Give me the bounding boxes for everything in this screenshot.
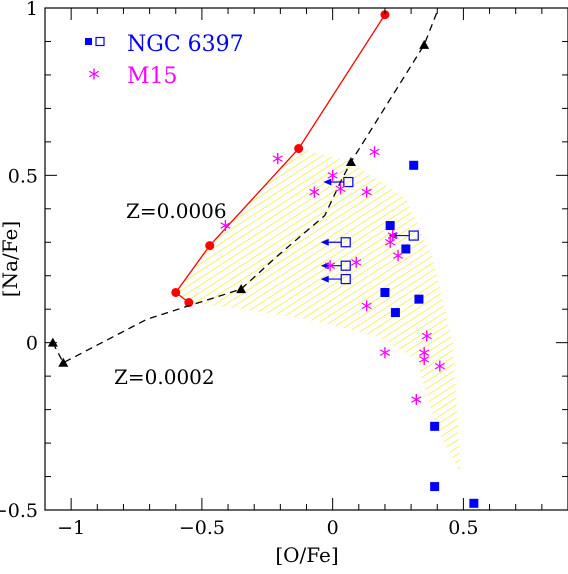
data-points-layer — [220, 146, 479, 508]
ngc6397-point-7 — [430, 482, 440, 492]
x-tick-label: 0 — [327, 517, 339, 539]
ticks-layer — [44, 7, 568, 511]
m15-point-12 — [361, 300, 372, 312]
arrow-head — [320, 275, 329, 283]
m15-point-5 — [369, 146, 380, 158]
m15-point-11 — [324, 260, 336, 272]
shaded-region-layer — [175, 148, 461, 474]
m15-point-9 — [392, 250, 404, 262]
ngc6397-point-6 — [430, 421, 440, 431]
m15-point-8 — [385, 236, 396, 248]
legend-filled-square — [85, 38, 92, 45]
x-tick-label: −0.5 — [179, 517, 225, 539]
legend-open-square — [95, 36, 105, 47]
ngc6397-point-8 — [469, 498, 479, 508]
x-tick-label: −1 — [57, 517, 85, 539]
ngc6397-point-4 — [414, 294, 424, 304]
track-point-red-2 — [205, 241, 215, 251]
legend-label-ngc6397: NGC 6397 — [127, 32, 244, 57]
track-point-triangle-1 — [58, 357, 69, 367]
model-tracks-layer — [47, 10, 438, 367]
ngc6397-point-5 — [390, 308, 400, 318]
m15-point-6 — [220, 220, 231, 232]
arrow-head — [323, 178, 332, 186]
track-point-red-4 — [184, 298, 194, 308]
ngc6397-point-2 — [401, 244, 411, 254]
m15-point-13 — [421, 330, 432, 342]
legend-marker-ngc6397 — [85, 36, 105, 47]
m15-point-14 — [379, 347, 391, 359]
m15-point-10 — [351, 256, 362, 268]
legend-asterisk — [88, 68, 100, 80]
m15-point-18 — [411, 394, 422, 406]
ngc6397-point-3 — [380, 287, 390, 297]
y-tick-label: 1 — [26, 0, 38, 20]
ngc6397-upper-limit-0 — [323, 176, 354, 188]
track-point-triangle-2 — [236, 284, 247, 294]
annotation-z-0002: Z=0.0002 — [114, 365, 215, 389]
m15-point-0 — [272, 153, 283, 165]
track-point-red-1 — [294, 144, 304, 154]
m15-point-17 — [434, 360, 445, 372]
track-point-triangle-3 — [345, 156, 356, 166]
y-axis-label: [Na/Fe] — [0, 221, 22, 297]
ngc6397-point-0 — [409, 160, 419, 170]
m15-point-4 — [361, 186, 372, 198]
track-point-red-3 — [171, 287, 181, 297]
tick-labels-layer: −1 −0.5 0 0.5 −0.5 0 0.5 1 — [0, 0, 479, 539]
y-tick-label: 0.5 — [8, 165, 38, 187]
x-axis-label: [O/Fe] — [275, 543, 338, 567]
x-tick-label: 0.5 — [448, 517, 478, 539]
m15-point-3 — [335, 183, 346, 195]
ngc6397-upper-limit-2 — [320, 237, 351, 248]
arrow-head — [320, 238, 329, 246]
legend: NGC 6397 M15 — [85, 32, 244, 89]
m15-point-1 — [327, 169, 338, 181]
y-tick-label: 0 — [26, 333, 38, 355]
legend-label-m15: M15 — [127, 64, 178, 89]
m15-point-2 — [309, 186, 320, 198]
track-point-red-0 — [380, 10, 390, 20]
m15-point-16 — [419, 353, 430, 365]
shaded-region — [175, 148, 461, 474]
ngc6397-point-1 — [385, 221, 395, 231]
track-point-triangle-4 — [419, 39, 430, 49]
y-tick-label: −0.5 — [0, 500, 38, 522]
legend-marker-m15 — [88, 68, 100, 80]
annotation-z-0006: Z=0.0006 — [126, 199, 227, 223]
ngc6397-upper-limit-4 — [320, 273, 351, 285]
